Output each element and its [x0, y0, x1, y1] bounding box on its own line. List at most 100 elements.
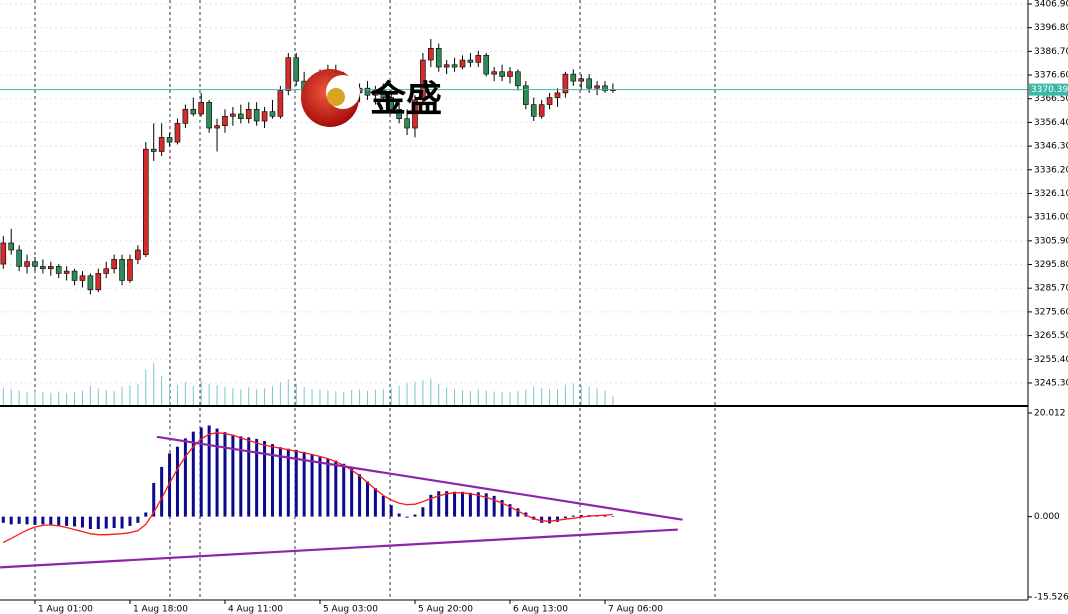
candle-body	[95, 273, 102, 291]
histogram-bar	[255, 438, 259, 517]
candle-body	[483, 55, 490, 75]
histogram-bar	[112, 516, 116, 529]
candle-body	[570, 73, 577, 82]
y-tick-label: 3386.70	[1034, 47, 1068, 57]
y-tick-label: 3356.40	[1034, 118, 1068, 128]
candle-body	[190, 108, 197, 115]
histogram-bar	[160, 466, 164, 517]
candle-body	[230, 113, 236, 117]
candle-body	[198, 101, 205, 115]
candle-body	[182, 108, 189, 124]
candle-body	[127, 259, 133, 281]
histogram-bar	[492, 495, 496, 517]
candle-body	[380, 90, 387, 98]
histogram-bar	[183, 438, 187, 517]
last-price-label: 3370.39	[1031, 85, 1068, 95]
candle-body	[71, 270, 78, 281]
candle-body	[523, 85, 529, 105]
histogram-bar	[453, 491, 457, 517]
histogram-bar	[326, 458, 330, 517]
y-tick-label: 3275.60	[1034, 307, 1068, 317]
candle-body	[491, 71, 497, 75]
y-tick-label: 3406.90	[1034, 0, 1068, 9]
last-price-box	[1029, 83, 1068, 96]
x-tick-label: 6 Aug 13:00	[513, 605, 568, 614]
candle-body	[364, 87, 371, 96]
histogram-bar	[286, 448, 290, 517]
candle-body	[103, 268, 110, 274]
candle-body	[111, 259, 117, 270]
histogram-bar	[223, 432, 227, 517]
candle-body	[214, 125, 220, 129]
y-tick-label: 3346.30	[1034, 142, 1068, 152]
candle-body	[412, 99, 418, 129]
x-tick-label: 5 Aug 03:00	[323, 605, 378, 614]
histogram-bar	[350, 467, 354, 517]
candle-body	[546, 97, 553, 105]
histogram-bar	[318, 457, 322, 517]
histogram-bar	[310, 454, 314, 517]
histogram-bar	[468, 492, 472, 517]
y-tick-label: 3316.00	[1034, 213, 1068, 223]
candle-body	[277, 90, 284, 117]
y-tick-label: -15.526	[1034, 593, 1068, 603]
histogram-bar	[476, 492, 480, 517]
histogram-bar	[460, 491, 464, 517]
histogram-bar	[397, 513, 401, 517]
candle-body	[388, 97, 395, 110]
candle-body	[24, 261, 30, 267]
histogram-bar	[270, 444, 274, 517]
candle-body	[372, 90, 379, 96]
x-tick-label: 4 Aug 11:00	[228, 605, 283, 614]
histogram-bar	[302, 451, 306, 517]
histogram-bar	[239, 436, 243, 517]
trendline	[0, 528, 678, 569]
histogram-bar	[120, 516, 124, 529]
y-tick-label: 3366.50	[1034, 94, 1068, 104]
histogram-bar	[611, 516, 615, 517]
histogram-bar	[579, 515, 583, 517]
histogram-bar	[136, 516, 140, 523]
histogram-bar	[144, 512, 148, 517]
histogram-bar	[381, 495, 385, 517]
y-tick-label: 0.000	[1034, 512, 1060, 522]
histogram-bar	[555, 516, 559, 522]
candle-body	[253, 108, 260, 122]
watermark: 金盛	[369, 78, 442, 120]
histogram-bar	[342, 463, 346, 517]
candle-body	[40, 266, 46, 270]
candle-body	[135, 249, 141, 260]
histogram-bar	[358, 474, 362, 517]
histogram-bar	[65, 516, 69, 526]
histogram-bar	[57, 516, 61, 526]
y-tick-label: 3396.80	[1034, 23, 1068, 33]
candle-body	[79, 275, 86, 281]
histogram-bar	[231, 434, 235, 517]
candle-body	[459, 59, 466, 68]
histogram-bar	[25, 516, 29, 525]
histogram-bar	[484, 493, 488, 517]
histogram-bar	[405, 516, 409, 518]
y-tick-label: 3255.40	[1034, 355, 1068, 365]
histogram-bar	[548, 516, 552, 524]
y-tick-label: 3305.90	[1034, 236, 1068, 246]
histogram-bar	[191, 431, 195, 517]
candle-body	[586, 78, 592, 89]
logo: 金盛	[301, 69, 442, 127]
histogram-bar	[603, 515, 607, 517]
candle-body	[48, 266, 54, 270]
histogram-bar	[429, 494, 433, 517]
histogram-bar	[294, 449, 298, 517]
histogram-bar	[215, 428, 219, 517]
histogram-bar	[17, 516, 21, 524]
histogram-bar	[128, 516, 132, 526]
x-tick-label: 5 Aug 20:00	[418, 605, 473, 614]
histogram-bar	[33, 516, 37, 525]
candle-body	[435, 48, 442, 68]
candle-body	[174, 123, 181, 143]
y-tick-label: 3285.70	[1034, 284, 1068, 294]
histogram-bar	[540, 516, 544, 523]
candle-body	[245, 108, 252, 119]
